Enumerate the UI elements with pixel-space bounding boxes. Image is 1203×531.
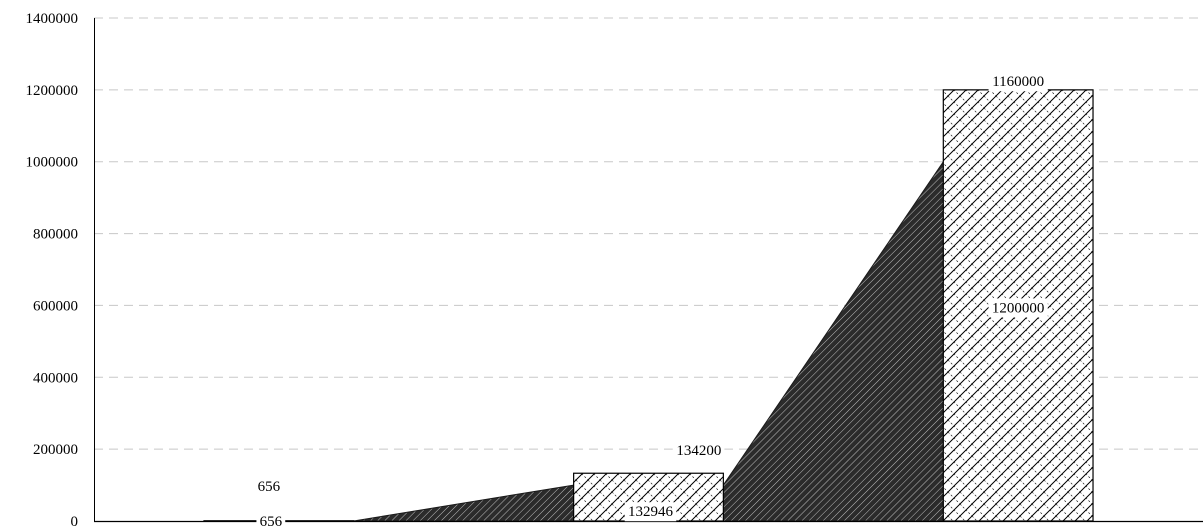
data-label-box bbox=[256, 512, 286, 531]
y-tick-label: 600000 bbox=[33, 298, 78, 314]
y-tick-label: 1000000 bbox=[26, 155, 79, 171]
data-label: 132946 bbox=[628, 504, 674, 520]
area-layer bbox=[353, 160, 944, 522]
data-label: 656 bbox=[258, 479, 281, 495]
data-label: 1160000 bbox=[992, 74, 1044, 90]
data-label: 1200000 bbox=[992, 300, 1045, 316]
y-tick-label: 400000 bbox=[33, 370, 78, 386]
data-label-box bbox=[624, 502, 677, 522]
area-series bbox=[353, 160, 944, 522]
y-tick-label: 800000 bbox=[33, 227, 78, 243]
data-label-box bbox=[988, 72, 1048, 92]
data-label-box bbox=[672, 440, 725, 460]
grid-layer bbox=[94, 17, 1203, 450]
data-label: 656 bbox=[260, 514, 283, 530]
data-label-box bbox=[988, 298, 1048, 318]
label-layer: 656 134200 1160000 656 132946 1200000 bbox=[256, 72, 1048, 531]
axis-layer: 0 200000 400000 600000 800000 1000000 1200000 1… bbox=[26, 11, 1203, 530]
y-tick-label: 1400000 bbox=[26, 11, 79, 27]
y-tick-label: 200000 bbox=[33, 442, 78, 458]
y-tick-label: 0 bbox=[71, 514, 79, 530]
data-label: 134200 bbox=[676, 443, 721, 459]
y-tick-label: 1200000 bbox=[26, 83, 79, 99]
